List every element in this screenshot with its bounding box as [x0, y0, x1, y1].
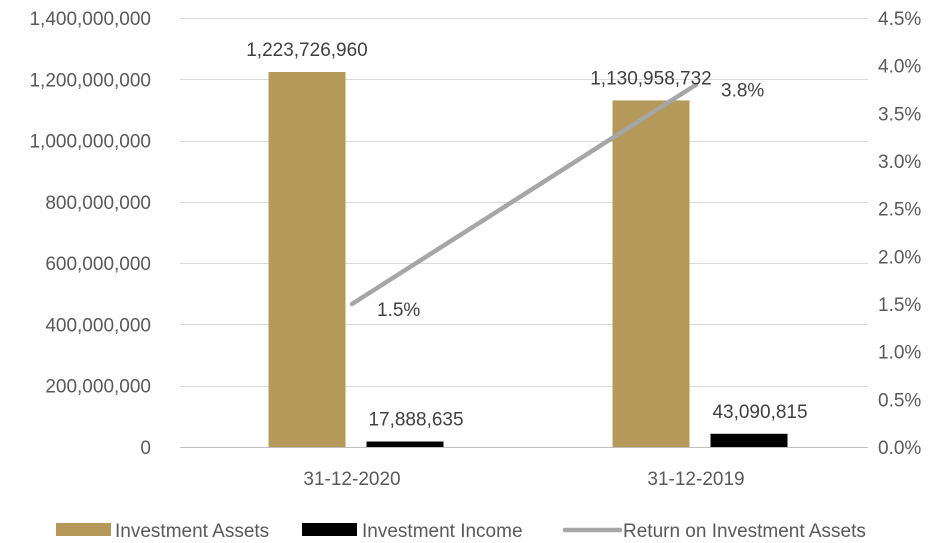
right-tick-label: 0.0% — [878, 438, 921, 459]
right-tick-label: 3.5% — [878, 104, 921, 125]
right-tick-label: 4.0% — [878, 57, 921, 78]
category-label: 31-12-2020 — [303, 469, 400, 490]
line-data-label: 1.5% — [377, 300, 420, 321]
bar-data-label: 1,223,726,960 — [246, 40, 368, 61]
right-tick-label: 3.0% — [878, 152, 921, 173]
legend-label: Investment Assets — [115, 521, 269, 542]
right-axis-ticks: 0.0% 0.5% 1.0% 1.5% 2.0% 2.5% 3.0% 3.5% 4.0% 4.5% — [878, 9, 921, 459]
left-tick-label: 1,200,000,000 — [29, 70, 151, 91]
legend-label: Return on Investment Assets — [623, 521, 866, 542]
left-tick-label: 800,000,000 — [45, 193, 151, 214]
bar-investment-income — [366, 441, 444, 447]
bar-data-label: 17,888,635 — [368, 410, 463, 431]
left-tick-label: 600,000,000 — [45, 254, 151, 275]
bar-investment-assets — [268, 72, 346, 447]
return-line-path — [349, 82, 699, 307]
bar-investment-income — [710, 433, 788, 447]
legend-swatch — [302, 523, 357, 536]
legend: Investment Assets Investment Income Return… — [56, 521, 866, 542]
legend-label: Investment Income — [362, 521, 523, 542]
category-label: 31-12-2019 — [647, 469, 744, 490]
bar-data-label: 43,090,815 — [712, 402, 807, 423]
right-tick-label: 1.5% — [878, 295, 921, 316]
right-tick-label: 0.5% — [878, 390, 921, 411]
right-tick-label: 1.0% — [878, 343, 921, 364]
legend-swatch — [56, 523, 111, 536]
bar-data-label: 1,130,958,732 — [590, 68, 712, 89]
left-tick-label: 0 — [140, 438, 151, 459]
left-tick-label: 200,000,000 — [45, 377, 151, 398]
right-tick-label: 4.5% — [878, 9, 921, 30]
left-tick-label: 1,400,000,000 — [29, 9, 151, 30]
left-tick-label: 400,000,000 — [45, 315, 151, 336]
data-labels: 1,223,726,960 1,130,958,732 17,888,635 43,0… — [246, 40, 807, 431]
left-tick-label: 1,000,000,000 — [29, 132, 151, 153]
bar-investment-assets — [612, 100, 690, 448]
return-line — [349, 82, 699, 307]
left-axis-ticks: 0 200,000,000 400,000,000 600,000,000 800,00… — [29, 9, 151, 459]
right-tick-label: 2.0% — [878, 247, 921, 268]
line-data-label: 3.8% — [721, 81, 764, 102]
category-axis-ticks: 31-12-2020 31-12-2019 — [303, 469, 744, 490]
right-tick-label: 2.5% — [878, 200, 921, 221]
bars — [268, 72, 788, 448]
